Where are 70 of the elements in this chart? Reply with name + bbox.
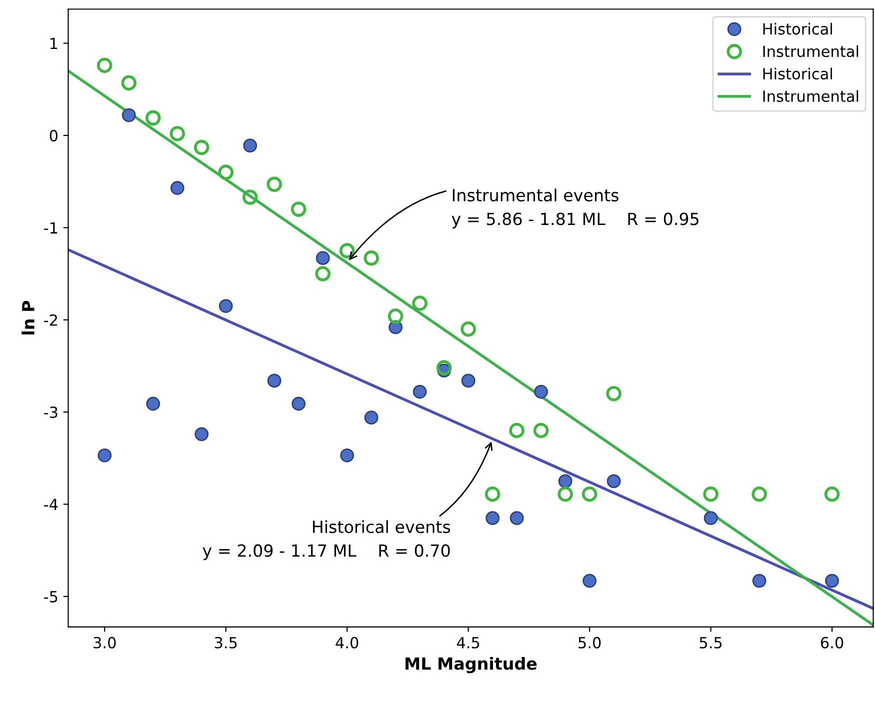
point [266, 176, 282, 192]
y-tick-label: 0 [50, 130, 58, 142]
point [752, 574, 766, 588]
point [290, 202, 306, 217]
point [315, 266, 330, 282]
point [145, 110, 161, 126]
y-tick-label: -1 [44, 222, 58, 234]
x-axis-title: ML Magnitude [406, 656, 537, 674]
point [122, 108, 136, 122]
point [509, 422, 524, 438]
point [388, 308, 404, 324]
point [606, 386, 622, 402]
point [703, 486, 718, 502]
point [267, 374, 282, 388]
legend-label: Instrumental [763, 90, 858, 102]
point [484, 486, 500, 502]
y-tick-label: -3 [44, 406, 58, 418]
point [218, 299, 233, 313]
point [825, 574, 839, 588]
y-tick-label: -5 [44, 591, 58, 602]
point [752, 486, 767, 502]
point [460, 321, 476, 337]
point [558, 474, 572, 488]
x-tick-label: 3.0 [94, 636, 116, 648]
point [170, 181, 184, 195]
y-axis-title: ln P [22, 300, 34, 334]
x-tick-label: 5.0 [578, 636, 601, 648]
point [412, 296, 428, 311]
point [364, 410, 378, 425]
point [121, 75, 137, 91]
point [364, 250, 379, 266]
point [98, 448, 112, 462]
point [606, 474, 621, 488]
point [534, 384, 548, 399]
y-tick-label: -4 [44, 498, 58, 510]
point [194, 427, 209, 442]
x-tick-label: 6.0 [820, 636, 844, 648]
point [558, 486, 573, 502]
point [461, 374, 476, 388]
x-tick-label: 5.5 [700, 637, 722, 648]
point [194, 140, 210, 156]
legend-label: Historical [763, 22, 832, 35]
x-tick-label: 3.5 [214, 636, 237, 648]
point [533, 422, 549, 438]
x-tick-label: 4.5 [456, 637, 480, 648]
y-tick-label: 1 [50, 38, 58, 50]
legend-label: Instrumental [763, 45, 858, 58]
annotation: Historical events y = 2.09 - 1.17 ML R = 0.70 [202, 520, 450, 560]
x-tick-label: 4.0 [336, 636, 358, 648]
y-tick-label: -2 [44, 314, 57, 326]
point [436, 360, 452, 376]
point [510, 511, 524, 526]
point [704, 511, 718, 526]
point [582, 486, 598, 502]
annotation: Instrumental events y = 5.86 - 1.81 ML R = 0.95 [452, 188, 698, 228]
point [316, 251, 330, 266]
point [824, 486, 840, 502]
point [242, 190, 258, 205]
point [170, 126, 185, 142]
point [412, 384, 427, 399]
legend-label: Historical [763, 68, 832, 80]
point [292, 396, 306, 411]
point [340, 448, 354, 462]
point [582, 574, 597, 588]
point [243, 138, 258, 153]
point [218, 164, 234, 180]
point [146, 396, 160, 411]
point [339, 243, 355, 258]
point [486, 511, 500, 526]
point [96, 58, 112, 74]
